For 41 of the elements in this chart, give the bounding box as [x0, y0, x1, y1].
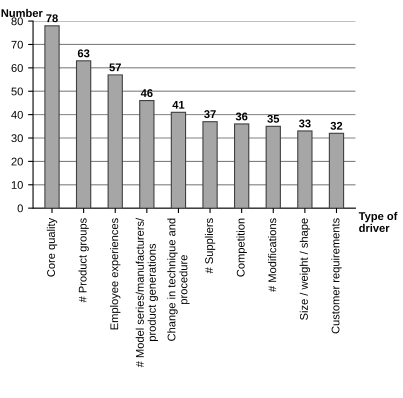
- y-tick-label: 80: [11, 17, 23, 26]
- y-tick-label: 70: [12, 40, 23, 49]
- x-tick-label: Competition: [236, 218, 247, 277]
- bar: [76, 60, 92, 208]
- y-tick-label: 10: [12, 181, 23, 189]
- data-label: 46: [140, 89, 153, 98]
- bar: [266, 126, 281, 208]
- bar: [234, 123, 250, 208]
- y-tick-label: 0: [18, 204, 23, 212]
- y-tick-label: 60: [12, 64, 23, 72]
- data-label: 36: [236, 112, 248, 120]
- bar: [139, 100, 154, 208]
- y-tick-label: 20: [12, 158, 23, 166]
- x-tick-label: # Product groups: [78, 218, 89, 302]
- data-label: 33: [298, 120, 311, 128]
- bar: [170, 112, 186, 208]
- data-label: 41: [172, 100, 184, 109]
- x-tick-label: # Model series/manufacturers/ product generations: [136, 218, 158, 368]
- y-axis-title: Number: [2, 8, 43, 18]
- y-tick-label: 50: [11, 88, 23, 96]
- x-tick-label: Core quality: [46, 218, 58, 277]
- x-tick-label: Size / weight / shape: [300, 218, 310, 320]
- bar: [108, 74, 123, 208]
- data-label: 37: [204, 110, 216, 118]
- y-tick-label: 30: [11, 134, 23, 142]
- data-label: 35: [267, 114, 280, 123]
- y-tick-label: 40: [11, 110, 23, 119]
- x-tick-label: # Modifications: [268, 218, 276, 292]
- bar: [328, 132, 344, 208]
- data-label: 32: [330, 122, 342, 130]
- x-tick-label: Employee experiences: [110, 218, 120, 330]
- x-tick-label: # Suppliers: [204, 218, 216, 274]
- x-tick-label: Customer requirements: [331, 218, 342, 334]
- data-label: 57: [109, 64, 121, 72]
- bar: [202, 121, 218, 208]
- x-tick-label: Change in technique and procedure: [167, 218, 190, 341]
- data-label: 63: [78, 49, 90, 58]
- bar: [44, 25, 60, 208]
- data-label: 78: [46, 14, 58, 22]
- bar: [297, 130, 313, 208]
- x-axis-title: Type of driver: [358, 212, 398, 232]
